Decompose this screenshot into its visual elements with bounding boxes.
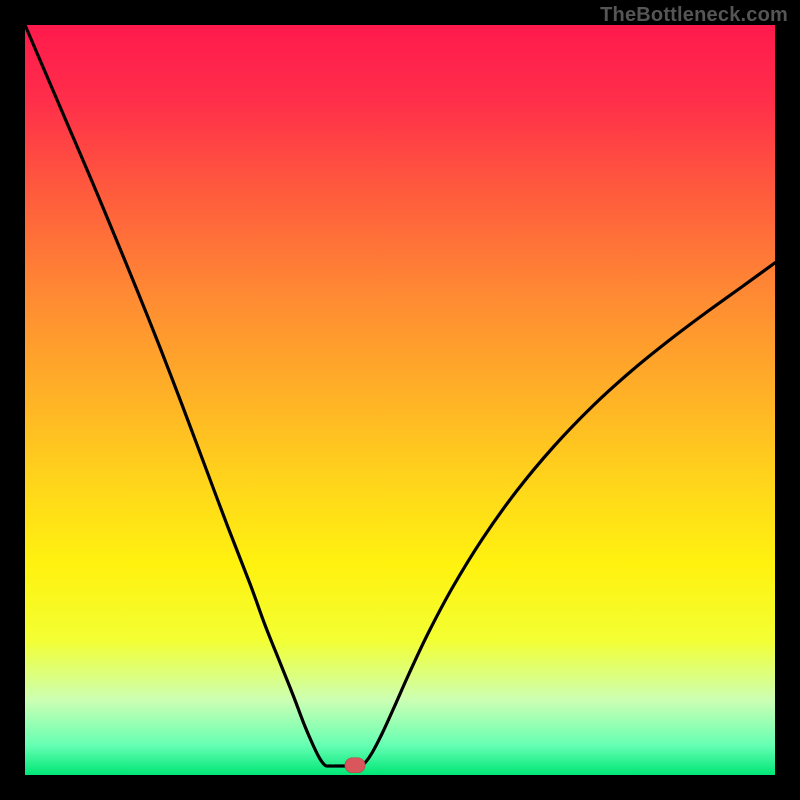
watermark-text: TheBottleneck.com xyxy=(600,4,788,27)
bottleneck-marker xyxy=(345,758,365,773)
bottleneck-chart xyxy=(0,0,800,800)
plot-area xyxy=(25,25,775,775)
chart-container: TheBottleneck.com xyxy=(0,0,800,800)
gradient-background xyxy=(25,25,775,775)
